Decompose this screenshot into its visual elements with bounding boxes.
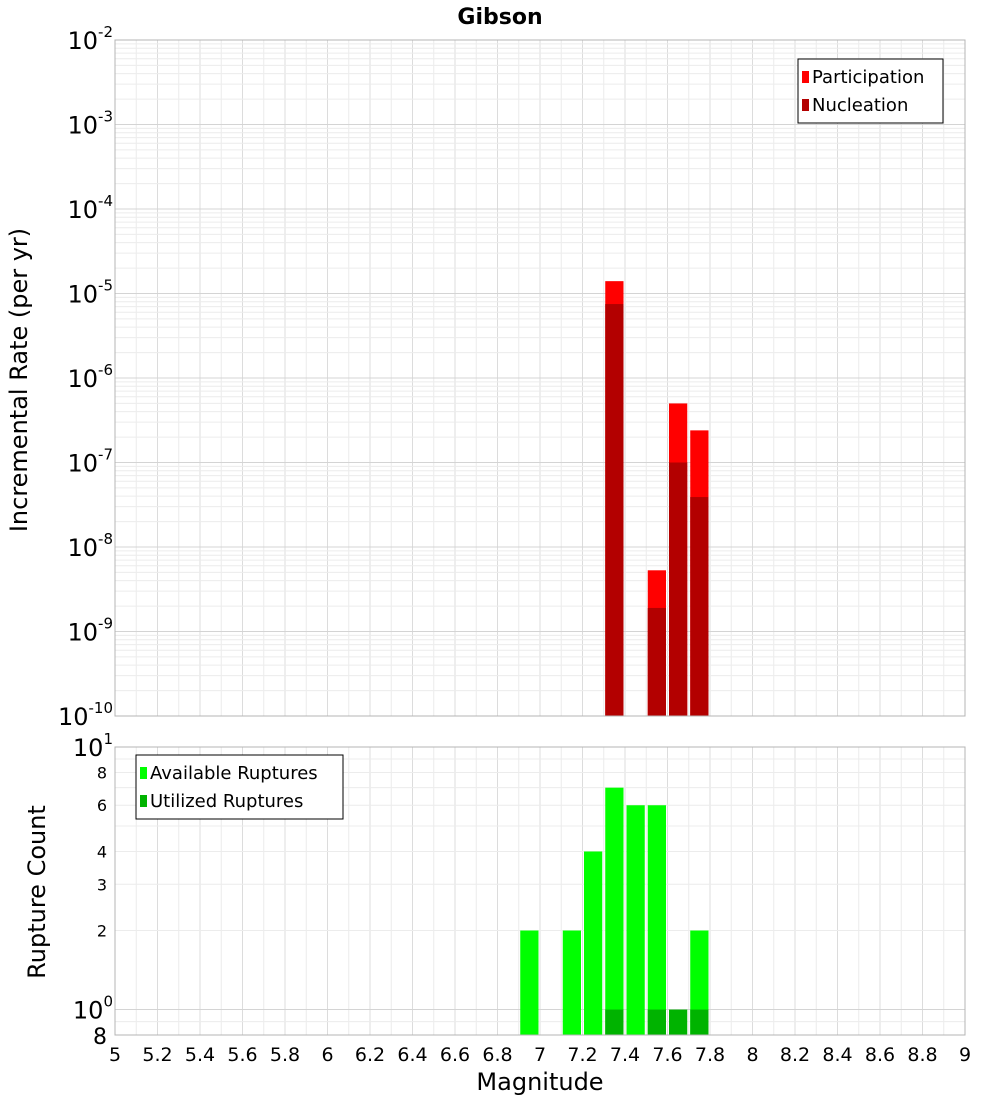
x-tick-label: 6.6 — [440, 1044, 470, 1066]
bottom-y-tick-label: 8 — [93, 1025, 107, 1050]
x-axis-label: Magnitude — [476, 1068, 603, 1096]
bottom-bar-0-1 — [562, 930, 581, 1035]
bottom-plot-border — [114, 746, 966, 1036]
x-tick-label: 7 — [534, 1044, 546, 1066]
x-tick-label: 6.2 — [355, 1044, 385, 1066]
top-y-tick-label: 10-8 — [67, 530, 113, 562]
bottom-y-tick-label: 101 — [73, 730, 113, 762]
legend-label: Available Ruptures — [150, 763, 318, 784]
top-legend-box — [797, 58, 944, 124]
x-tick-label: 5.4 — [185, 1044, 215, 1066]
bottom-bar-0-0 — [520, 930, 539, 1035]
x-tick-label: 7.8 — [695, 1044, 725, 1066]
bottom-bar-0-4 — [626, 805, 645, 1035]
x-tick-label: 7.2 — [567, 1044, 597, 1066]
bottom-y-tick-label: 6 — [97, 796, 107, 815]
top-y-axis-label: Incremental Rate (per yr) — [5, 228, 33, 532]
x-tick-label: 5.2 — [142, 1044, 172, 1066]
legend-swatch — [802, 71, 809, 83]
bottom-bar-1-0 — [605, 1009, 624, 1035]
x-tick-label: 5 — [109, 1044, 121, 1066]
x-tick-label: 6 — [321, 1044, 333, 1066]
legend-swatch — [802, 99, 809, 111]
top-y-tick-label: 10-3 — [67, 108, 113, 140]
top-bar-1-3 — [690, 497, 709, 716]
bottom-legend: Available Ruptures Utilized Ruptures — [135, 754, 344, 820]
bottom-y-tick-label: 8 — [97, 763, 107, 782]
legend-swatch — [140, 767, 147, 779]
x-tick-label: 6.4 — [397, 1044, 427, 1066]
bottom-bar-1-1 — [647, 1009, 666, 1035]
x-tick-label: 9 — [959, 1044, 971, 1066]
x-tick-label: 8.2 — [780, 1044, 810, 1066]
x-tick-label: 5.8 — [270, 1044, 300, 1066]
x-tick-label: 6.8 — [482, 1044, 512, 1066]
bottom-bar-0-5 — [647, 805, 666, 1035]
top-legend: Participation Nucleation — [797, 58, 944, 124]
x-tick-label: 8 — [746, 1044, 758, 1066]
bottom-y-tick-label: 4 — [97, 842, 107, 861]
bottom-bar-1-2 — [669, 1009, 688, 1035]
bottom-bar-0-6 — [690, 930, 709, 1035]
top-y-tick-label: 10-7 — [67, 446, 113, 478]
legend-label: Participation — [812, 67, 924, 88]
legend-swatch — [140, 795, 147, 807]
top-bar-1-0 — [605, 304, 624, 716]
top-y-tick-label: 10-9 — [67, 615, 113, 647]
top-bar-1-2 — [669, 462, 688, 716]
bottom-y-tick-label: 3 — [97, 875, 107, 894]
chart-title: Gibson — [457, 5, 542, 30]
x-tick-label: 7.4 — [610, 1044, 640, 1066]
top-y-tick-label: 10-2 — [67, 23, 113, 55]
top-y-tick-label: 10-6 — [67, 361, 113, 393]
top-bar-1-1 — [647, 607, 666, 716]
top-y-tick-label: 10-10 — [58, 699, 113, 731]
bottom-bar-1-3 — [690, 1009, 709, 1035]
legend-label: Utilized Ruptures — [150, 791, 303, 812]
bottom-legend-box — [135, 754, 344, 820]
top-y-tick-label: 10-4 — [67, 192, 113, 224]
x-tick-label: 8.4 — [822, 1044, 852, 1066]
bottom-bar-0-2 — [584, 851, 603, 1035]
x-tick-label: 8.8 — [907, 1044, 937, 1066]
top-y-tick-label: 10-5 — [67, 277, 113, 309]
x-tick-label: 8.6 — [865, 1044, 895, 1066]
x-tick-label: 5.6 — [227, 1044, 257, 1066]
bottom-y-axis-label: Rupture Count — [23, 805, 51, 979]
bottom-bar-0-3 — [605, 787, 624, 1035]
bottom-y-tick-label: 100 — [73, 993, 113, 1025]
bottom-y-tick-label: 2 — [97, 922, 107, 941]
top-plot-border — [114, 39, 966, 717]
x-tick-label: 7.6 — [652, 1044, 682, 1066]
legend-label: Nucleation — [812, 95, 908, 116]
